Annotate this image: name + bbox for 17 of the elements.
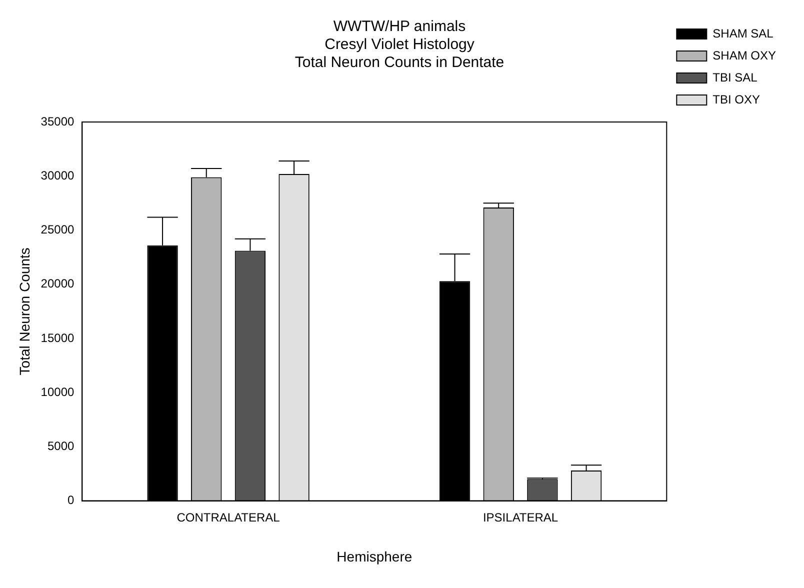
legend-label: SHAM SAL <box>712 26 774 40</box>
y-tick-label: 25000 <box>40 222 74 237</box>
legend-label: TBI SAL <box>712 70 758 84</box>
y-axis-title: Total Neuron Counts <box>16 248 32 376</box>
y-tick-label: 5000 <box>47 439 74 453</box>
x-tick-label: CONTRALATERAL <box>176 510 280 524</box>
y-tick-label: 10000 <box>40 384 74 399</box>
y-tick-label: 20000 <box>40 276 74 291</box>
y-tick-label: 35000 <box>40 114 74 128</box>
chart-title: WWTW/HP animals Cresyl Violet Histology Total Neuron Counts in Dentate <box>294 18 504 72</box>
y-tick-label: 15000 <box>40 330 74 345</box>
x-tick-label: IPSILATERAL <box>482 510 558 524</box>
legend-label: TBI OXY <box>712 92 760 106</box>
y-tick-label: 0 <box>67 493 74 508</box>
x-axis-title: Hemisphere <box>336 548 412 564</box>
y-tick-label: 30000 <box>40 168 74 182</box>
legend-label: SHAM OXY <box>712 48 776 62</box>
